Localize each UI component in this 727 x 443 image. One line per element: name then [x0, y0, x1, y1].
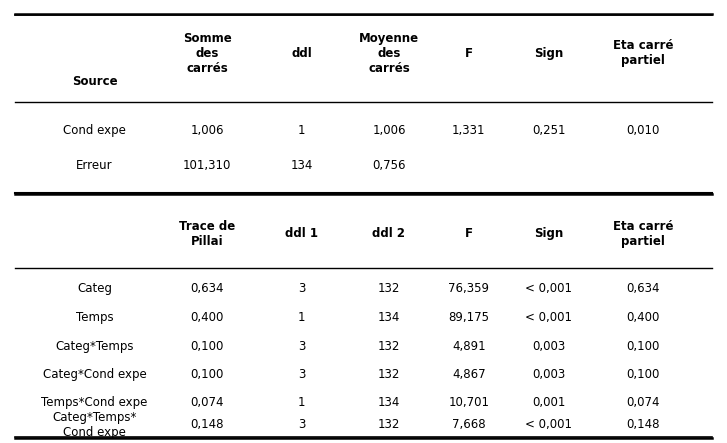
- Text: Cond expe: Cond expe: [63, 124, 126, 137]
- Text: < 0,001: < 0,001: [526, 282, 572, 295]
- Text: 0,756: 0,756: [372, 159, 406, 172]
- Text: 0,010: 0,010: [627, 124, 660, 137]
- Text: 132: 132: [378, 369, 400, 381]
- Text: 134: 134: [291, 159, 313, 172]
- Text: 1,006: 1,006: [372, 124, 406, 137]
- Text: Sign: Sign: [534, 227, 563, 240]
- Text: Source: Source: [72, 75, 117, 89]
- Text: ddl 2: ddl 2: [372, 227, 406, 240]
- Text: 89,175: 89,175: [449, 311, 489, 324]
- Text: 0,400: 0,400: [190, 311, 224, 324]
- Text: 10,701: 10,701: [449, 396, 489, 409]
- Text: 1: 1: [298, 124, 305, 137]
- Text: Categ*Temps: Categ*Temps: [55, 340, 134, 353]
- Text: 0,634: 0,634: [627, 282, 660, 295]
- Text: Temps: Temps: [76, 311, 113, 324]
- Text: Erreur: Erreur: [76, 159, 113, 172]
- Text: 134: 134: [378, 396, 400, 409]
- Text: 0,003: 0,003: [532, 340, 566, 353]
- Text: Sign: Sign: [534, 47, 563, 60]
- Text: ddl 1: ddl 1: [285, 227, 318, 240]
- Text: 4,891: 4,891: [452, 340, 486, 353]
- Text: 0,100: 0,100: [190, 340, 224, 353]
- Text: 1,331: 1,331: [452, 124, 486, 137]
- Text: < 0,001: < 0,001: [526, 419, 572, 431]
- Text: F: F: [465, 227, 473, 240]
- Text: 4,867: 4,867: [452, 369, 486, 381]
- Text: 134: 134: [378, 311, 400, 324]
- Text: 0,400: 0,400: [627, 311, 660, 324]
- Text: 7,668: 7,668: [452, 419, 486, 431]
- Text: 3: 3: [298, 340, 305, 353]
- Text: Categ: Categ: [77, 282, 112, 295]
- Text: 3: 3: [298, 419, 305, 431]
- Text: 0,074: 0,074: [627, 396, 660, 409]
- Text: 0,100: 0,100: [190, 369, 224, 381]
- Text: 0,251: 0,251: [532, 124, 566, 137]
- Text: Somme
des
carrés: Somme des carrés: [182, 31, 232, 74]
- Text: 1: 1: [298, 311, 305, 324]
- Text: Eta carré
partiel: Eta carré partiel: [613, 39, 674, 67]
- Text: 0,001: 0,001: [532, 396, 566, 409]
- Text: Trace de
Pillai: Trace de Pillai: [179, 220, 236, 248]
- Text: F: F: [465, 47, 473, 60]
- Text: Moyenne
des
carrés: Moyenne des carrés: [359, 31, 419, 74]
- Text: ddl: ddl: [292, 47, 312, 60]
- Text: Categ*Cond expe: Categ*Cond expe: [43, 369, 146, 381]
- Text: 132: 132: [378, 282, 400, 295]
- Text: 0,148: 0,148: [190, 419, 224, 431]
- Text: 1,006: 1,006: [190, 124, 224, 137]
- Text: 0,003: 0,003: [532, 369, 566, 381]
- Text: Categ*Temps*
Cond expe: Categ*Temps* Cond expe: [52, 411, 137, 439]
- Text: 76,359: 76,359: [449, 282, 489, 295]
- Text: 0,074: 0,074: [190, 396, 224, 409]
- Text: 0,634: 0,634: [190, 282, 224, 295]
- Text: Temps*Cond expe: Temps*Cond expe: [41, 396, 148, 409]
- Text: 3: 3: [298, 369, 305, 381]
- Text: Eta carré
partiel: Eta carré partiel: [613, 220, 674, 248]
- Text: < 0,001: < 0,001: [526, 311, 572, 324]
- Text: 101,310: 101,310: [183, 159, 231, 172]
- Text: 132: 132: [378, 419, 400, 431]
- Text: 3: 3: [298, 282, 305, 295]
- Text: 132: 132: [378, 340, 400, 353]
- Text: 1: 1: [298, 396, 305, 409]
- Text: 0,100: 0,100: [627, 340, 660, 353]
- Text: 0,100: 0,100: [627, 369, 660, 381]
- Text: 0,148: 0,148: [627, 419, 660, 431]
